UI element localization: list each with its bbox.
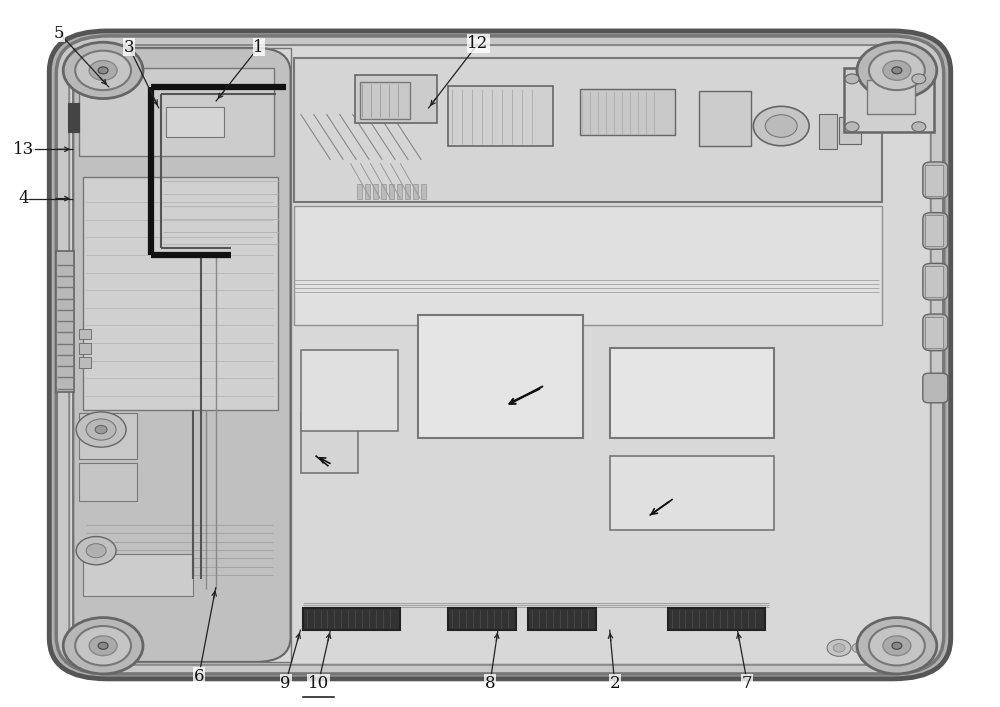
Bar bbox=[397, 185, 402, 199]
FancyBboxPatch shape bbox=[923, 373, 948, 403]
Bar bbox=[166, 107, 224, 136]
Bar bbox=[294, 206, 882, 325]
Bar bbox=[668, 609, 765, 629]
Bar bbox=[79, 357, 91, 368]
Bar bbox=[839, 117, 861, 144]
Circle shape bbox=[89, 636, 117, 655]
FancyBboxPatch shape bbox=[73, 48, 291, 662]
Circle shape bbox=[98, 67, 108, 74]
Bar bbox=[83, 554, 193, 597]
Circle shape bbox=[892, 67, 902, 74]
Text: 12: 12 bbox=[467, 35, 489, 52]
Bar bbox=[355, 75, 437, 122]
Circle shape bbox=[753, 106, 809, 146]
FancyBboxPatch shape bbox=[923, 162, 948, 199]
Bar bbox=[301, 350, 398, 431]
Text: 4: 4 bbox=[18, 190, 29, 207]
Text: 9: 9 bbox=[280, 674, 291, 691]
FancyBboxPatch shape bbox=[69, 45, 931, 665]
Bar bbox=[925, 317, 943, 348]
Circle shape bbox=[98, 642, 108, 649]
Circle shape bbox=[852, 643, 866, 653]
FancyBboxPatch shape bbox=[923, 264, 948, 300]
Bar bbox=[413, 185, 418, 199]
Circle shape bbox=[86, 544, 106, 558]
Bar bbox=[699, 90, 751, 146]
Circle shape bbox=[892, 642, 902, 649]
Bar bbox=[418, 315, 583, 438]
Bar bbox=[389, 185, 394, 199]
Text: 5: 5 bbox=[54, 25, 64, 42]
Bar bbox=[69, 103, 79, 132]
Bar bbox=[294, 206, 882, 325]
Bar bbox=[357, 185, 362, 199]
Bar bbox=[448, 86, 553, 146]
Bar bbox=[448, 609, 516, 629]
Bar bbox=[819, 114, 837, 149]
Circle shape bbox=[75, 51, 131, 90]
Bar bbox=[79, 414, 137, 459]
FancyBboxPatch shape bbox=[56, 36, 944, 674]
Text: 3: 3 bbox=[124, 39, 134, 56]
Bar bbox=[925, 216, 943, 247]
Bar bbox=[421, 185, 426, 199]
Circle shape bbox=[76, 537, 116, 565]
FancyBboxPatch shape bbox=[923, 213, 948, 250]
Text: 10: 10 bbox=[308, 674, 329, 691]
Text: 6: 6 bbox=[194, 667, 204, 684]
Text: 7: 7 bbox=[742, 674, 753, 691]
Circle shape bbox=[857, 42, 937, 98]
Circle shape bbox=[912, 74, 926, 84]
Text: 8: 8 bbox=[485, 674, 495, 691]
Bar bbox=[381, 185, 386, 199]
Circle shape bbox=[75, 626, 131, 665]
Circle shape bbox=[857, 618, 937, 674]
Circle shape bbox=[76, 412, 126, 447]
Bar bbox=[580, 89, 675, 135]
Text: 1: 1 bbox=[253, 39, 264, 56]
Bar bbox=[294, 58, 882, 202]
Bar bbox=[867, 81, 915, 114]
Bar bbox=[360, 83, 410, 119]
Text: 2: 2 bbox=[609, 674, 620, 691]
Circle shape bbox=[869, 626, 925, 665]
Bar bbox=[79, 343, 91, 354]
Circle shape bbox=[833, 643, 845, 652]
Bar bbox=[79, 462, 137, 501]
FancyBboxPatch shape bbox=[923, 314, 948, 351]
Circle shape bbox=[883, 61, 911, 81]
Bar bbox=[303, 609, 400, 629]
Bar bbox=[79, 329, 91, 339]
Circle shape bbox=[63, 618, 143, 674]
Text: 13: 13 bbox=[13, 141, 34, 158]
Circle shape bbox=[95, 426, 107, 434]
Circle shape bbox=[827, 639, 851, 656]
Bar bbox=[405, 185, 410, 199]
Bar bbox=[528, 609, 596, 629]
Circle shape bbox=[765, 115, 797, 137]
Bar bbox=[610, 455, 774, 530]
Circle shape bbox=[912, 122, 926, 132]
Bar bbox=[925, 266, 943, 297]
Circle shape bbox=[845, 122, 859, 132]
Bar bbox=[844, 69, 934, 132]
Bar bbox=[365, 185, 370, 199]
Bar bbox=[83, 177, 278, 410]
Bar bbox=[373, 185, 378, 199]
FancyBboxPatch shape bbox=[49, 31, 951, 679]
Bar bbox=[56, 252, 74, 392]
Circle shape bbox=[89, 61, 117, 81]
Circle shape bbox=[845, 74, 859, 84]
Bar bbox=[610, 348, 774, 438]
Circle shape bbox=[63, 42, 143, 98]
Circle shape bbox=[86, 419, 116, 440]
Circle shape bbox=[869, 51, 925, 90]
Bar bbox=[925, 165, 943, 196]
Circle shape bbox=[883, 636, 911, 655]
Bar bbox=[73, 48, 291, 662]
Bar bbox=[79, 69, 274, 156]
Bar bbox=[301, 414, 358, 473]
